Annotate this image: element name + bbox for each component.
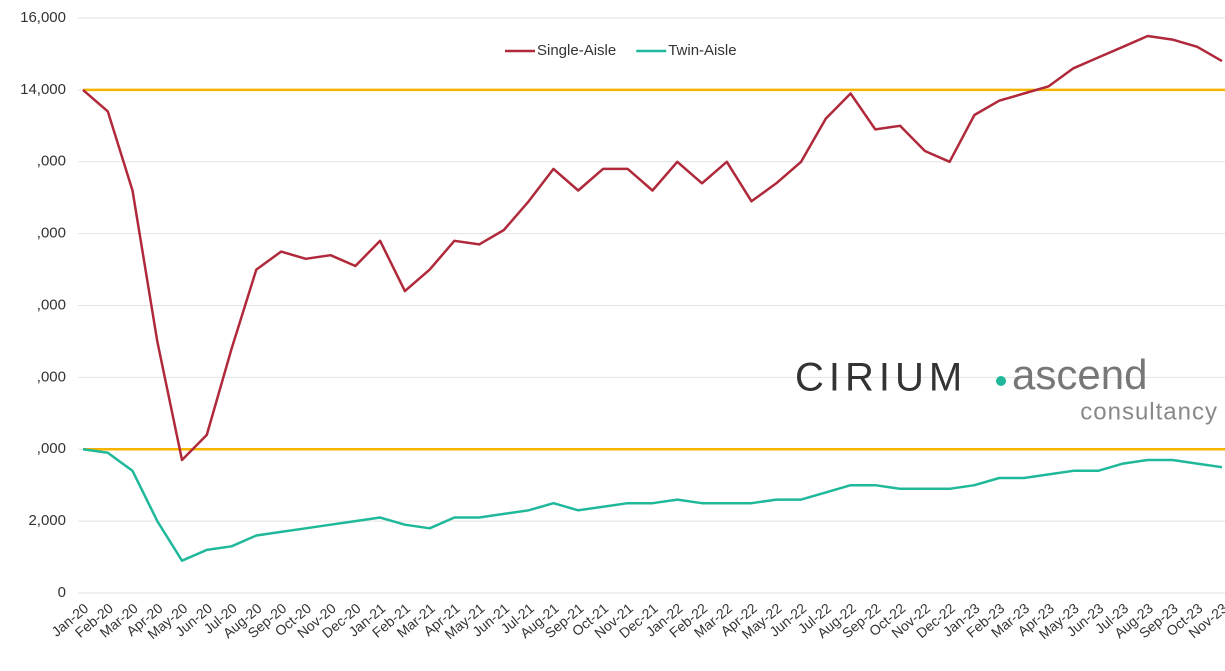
y-tick-label: ,000 [37, 225, 66, 242]
y-tick-label: ,000 [37, 440, 66, 457]
y-tick-label: ,000 [37, 368, 66, 385]
legend-label: Single-Aisle [537, 42, 616, 59]
series-line [82, 448, 1223, 562]
logo-tagline: consultancy [1080, 398, 1218, 425]
y-tick-label: ,000 [37, 153, 66, 170]
logo-brand: CIRIUM [795, 356, 967, 400]
y-tick-label: 0 [58, 584, 66, 601]
y-tick-label: 16,000 [20, 9, 66, 26]
series-line [82, 34, 1223, 462]
logo-dot [996, 376, 1006, 386]
logo: CIRIUM ascend consultancy [795, 351, 1218, 425]
y-tick-label: ,000 [37, 296, 66, 313]
y-tick-label: 2,000 [28, 512, 66, 529]
y-tick-label: 14,000 [20, 81, 66, 98]
legend-label: Twin-Aisle [668, 42, 736, 59]
logo-product: ascend [1012, 351, 1147, 398]
